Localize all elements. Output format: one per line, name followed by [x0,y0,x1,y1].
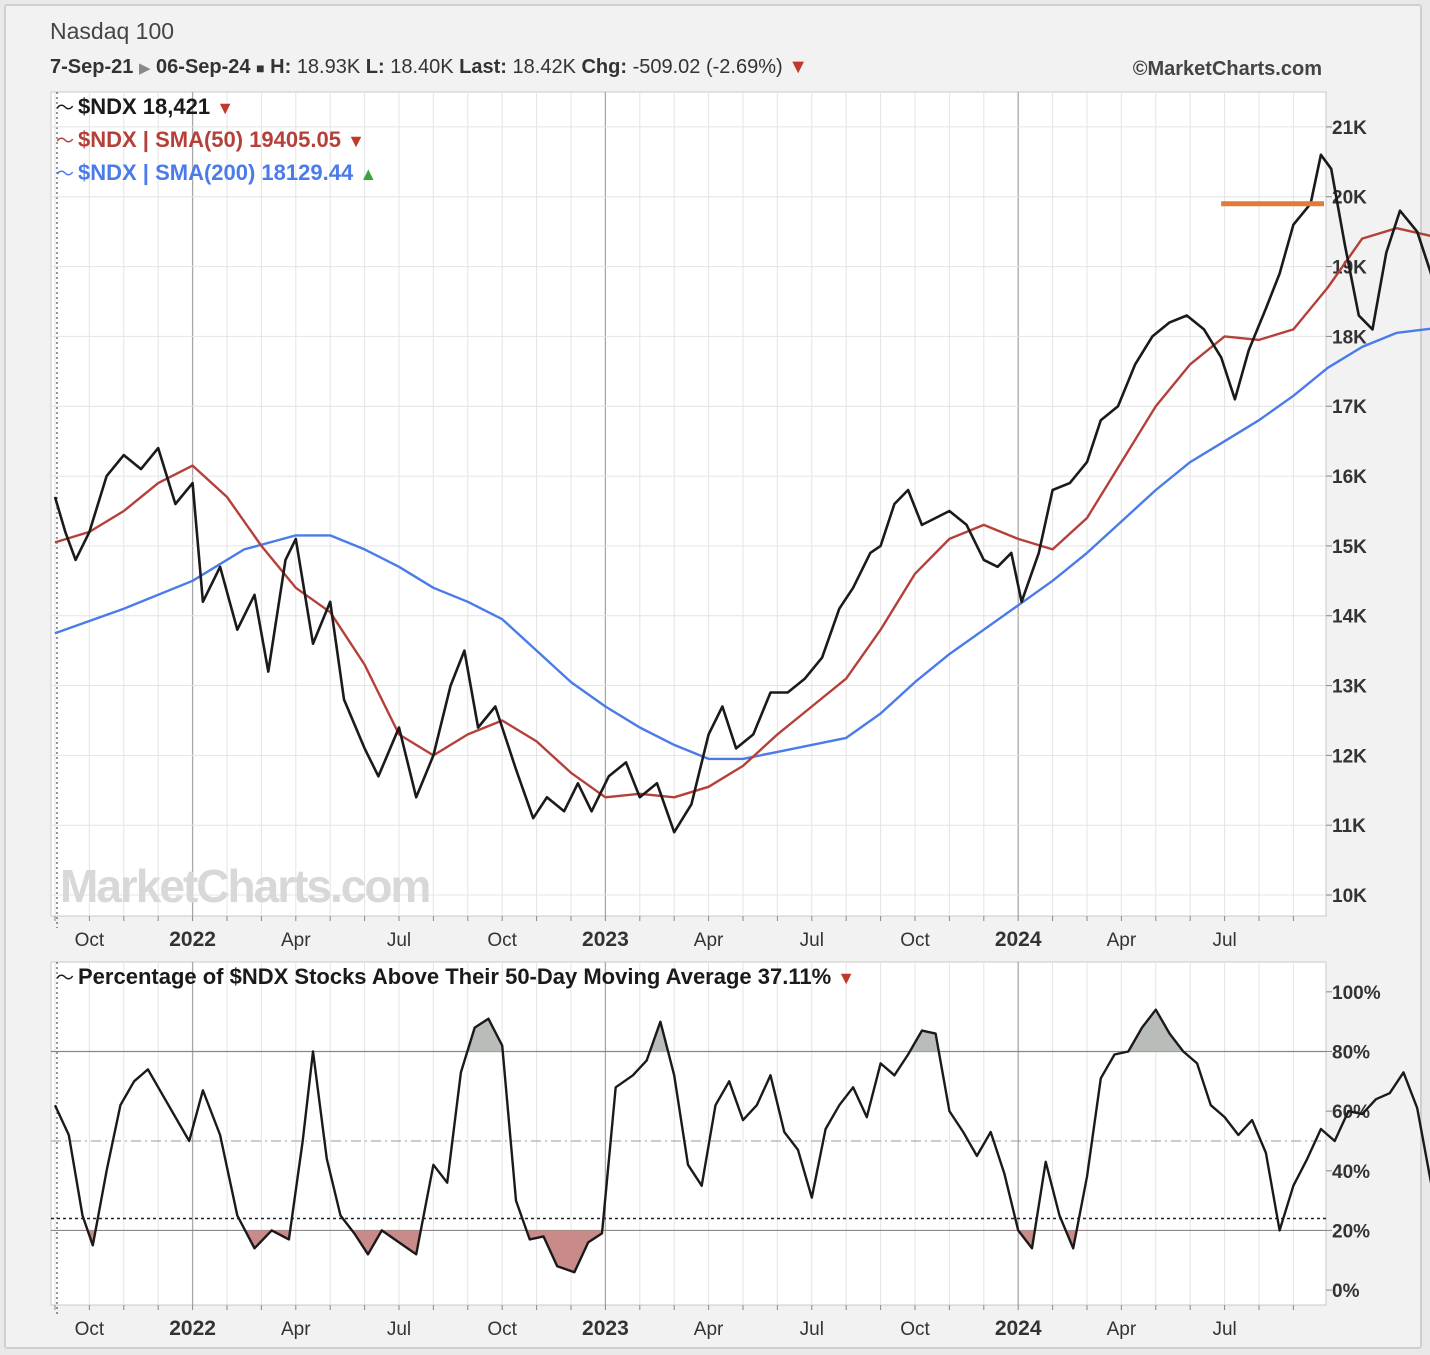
x-tick-label: Apr [1107,1319,1137,1340]
x-tick-label: 2023 [582,1317,629,1340]
x-tick-label: Jul [1212,1319,1236,1340]
legend-breadth-text: Percentage of $NDX Stocks Above Their 50… [78,964,832,989]
chart-title: Nasdaq 100 [50,18,175,44]
line-icon: 〜 [56,968,74,988]
chg-value: -509.02 (-2.69%) [632,56,783,78]
down-arrow-icon: ▼ [788,56,809,78]
plot-area-2 [50,961,1327,1306]
x-tick-label: Jul [800,930,824,951]
y-tick-label: 14K [1332,607,1367,628]
range-end: 06-Sep-24 [156,56,251,78]
y-tick-label: 15K [1332,537,1367,558]
range-start: 7-Sep-21 [50,56,134,78]
x-tick-label: Apr [694,930,724,951]
legend-breadth: 〜 Percentage of $NDX Stocks Above Their 5… [56,964,855,990]
x-tick-label: Oct [75,1319,105,1340]
high-value: 18.93K [296,56,361,78]
line-icon: 〜 [56,164,74,184]
oversold-fill [87,1230,1077,1273]
legend-price-text: $NDX 18,421 [78,94,211,119]
y-tick-label: 40% [1332,1162,1370,1183]
quote-summary: 7-Sep-21 ▶ 06-Sep-24 ■ H: 18.93K L: 18.4… [50,56,808,79]
x-tick-label: Oct [487,1319,517,1340]
legend-sma200: 〜 $NDX | SMA(200) 18129.44 ▲ [56,160,377,186]
y-tick-label: 13K [1332,677,1367,698]
low-value: 18.40K [390,56,454,78]
y-tick-label: 11K [1332,816,1366,837]
low-label: L: [365,56,385,78]
y-tick-label: 18K [1332,327,1367,348]
x-tick-label: Oct [75,930,105,951]
x-tick-label: 2022 [169,928,216,951]
x-tick-label: Jul [800,1319,824,1340]
series-line-sma200 [54,327,1430,761]
y-tick-label: 21K [1332,118,1367,139]
x-tick-label: Oct [900,930,930,951]
y-tick-label: 12K [1332,746,1367,767]
y-tick-label: 80% [1332,1042,1370,1063]
plot-area-1 [50,91,1327,917]
legend-sma50: 〜 $NDX | SMA(50) 19405.05 ▼ [56,127,365,153]
series-line-ndx [53,153,1430,834]
y-tick-label: 20% [1332,1221,1370,1242]
x-tick-label: Oct [900,1319,930,1340]
x-tick-label: Apr [1107,930,1137,951]
y-tick-label: 16K [1332,467,1367,488]
up-arrow-icon: ▲ [359,164,378,184]
line-icon: 〜 [56,98,74,118]
x-tick-label: Jul [1212,930,1236,951]
x-tick-label: Jul [387,930,411,951]
y-tick-label: 100% [1332,983,1381,1004]
x-tick-label: 2022 [169,1317,216,1340]
x-tick-label: 2024 [995,1317,1042,1340]
x-tick-label: 2023 [582,928,629,951]
legend-price: 〜 $NDX 18,421 ▼ [56,94,234,120]
x-tick-label: Oct [487,930,517,951]
x-tick-label: Jul [387,1319,411,1340]
legend-sma50-text: $NDX | SMA(50) 19405.05 [78,127,341,152]
x-tick-label: Apr [281,1319,311,1340]
y-tick-label: 10K [1332,886,1367,907]
y-tick-label: 17K [1332,397,1367,418]
copyright: ©MarketCharts.com [1132,58,1322,80]
x-tick-label: Apr [281,930,311,951]
down-arrow-icon: ▼ [837,968,856,988]
watermark-logo: MarketCharts.com [60,860,429,912]
play-icon: ▶ [138,60,151,77]
x-tick-label: Apr [694,1319,724,1340]
separator-icon: ■ [256,60,265,76]
high-label: H: [270,56,292,78]
last-value: 18.42K [512,56,576,78]
down-arrow-icon: ▼ [347,131,365,151]
x-tick-label: 2024 [995,928,1042,951]
series-line-breadth [53,1008,1430,1274]
last-label: Last: [459,56,507,78]
legend-sma200-text: $NDX | SMA(200) 18129.44 [78,160,354,185]
y-tick-label: 20K [1332,188,1367,209]
chg-label: Chg: [581,56,628,78]
line-icon: 〜 [56,131,74,151]
y-tick-label: 0% [1332,1281,1360,1302]
down-arrow-icon: ▼ [216,98,235,118]
